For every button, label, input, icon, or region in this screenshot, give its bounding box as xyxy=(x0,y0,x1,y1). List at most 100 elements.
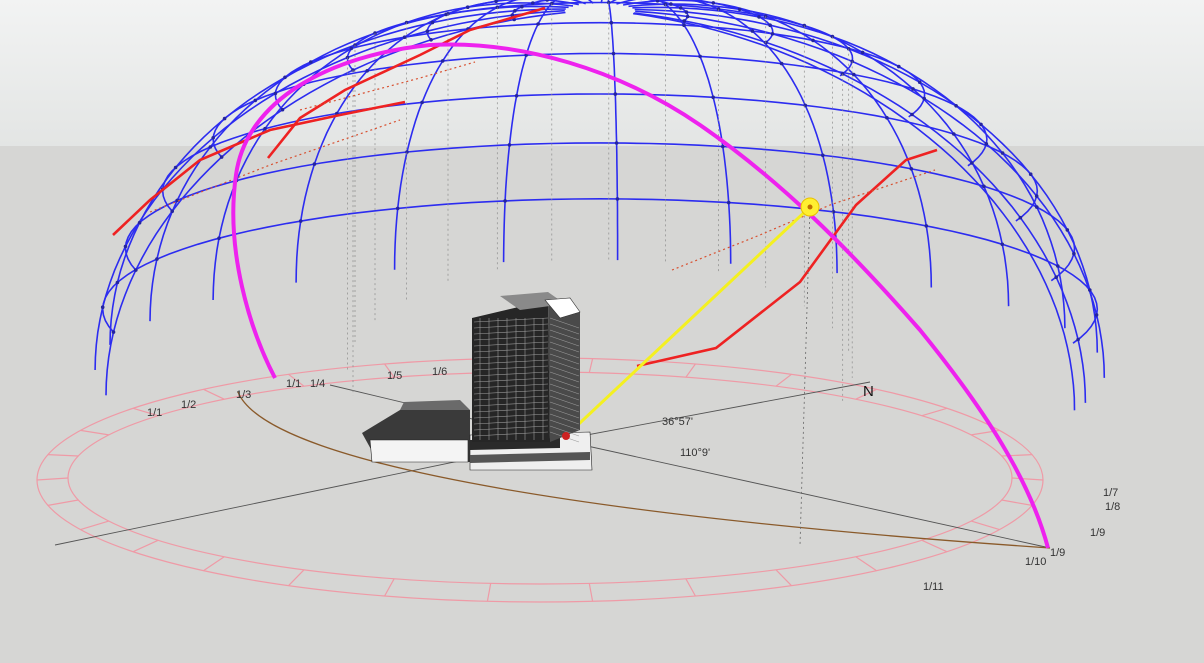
month-label-mar: 1/3 xyxy=(236,389,251,401)
dome-vertex xyxy=(982,184,986,189)
tower-floor xyxy=(549,347,580,359)
dome-vertex xyxy=(211,136,215,140)
dome-edge xyxy=(632,12,1076,411)
dome-vertex xyxy=(365,69,370,73)
month-label-oct: 1/10 xyxy=(1025,556,1046,568)
dome-meridian xyxy=(600,0,619,261)
ring-tick xyxy=(775,373,792,387)
dome-vertex xyxy=(507,143,512,147)
dome-vertex xyxy=(685,14,690,19)
dome-vertex xyxy=(405,150,409,154)
dome-vertex xyxy=(1000,242,1005,247)
month-label-may: 1/5 xyxy=(387,370,402,382)
dome-vertex xyxy=(821,153,825,158)
ring-tick xyxy=(855,388,877,400)
dome-ring xyxy=(161,93,1039,222)
hour-line-upper xyxy=(266,6,546,159)
dome-vertex xyxy=(684,10,689,14)
dome-vertex xyxy=(924,224,929,228)
dome-vertex xyxy=(115,280,120,285)
dome-vertex xyxy=(134,268,138,272)
tower-floor xyxy=(549,419,580,431)
ring-tick xyxy=(588,358,594,373)
tower-floor xyxy=(473,383,549,389)
dome-vertex xyxy=(402,35,407,39)
dome-vertex xyxy=(1065,228,1070,232)
ring-tick xyxy=(288,569,305,587)
tower-floor xyxy=(473,389,549,395)
tower-floor xyxy=(473,413,549,419)
sun-marker-icon xyxy=(800,197,820,217)
dome-vertex xyxy=(897,64,901,69)
dome-meridian xyxy=(295,0,579,283)
dome-vertex xyxy=(155,257,159,261)
dome-vertex xyxy=(885,116,889,120)
month-label-sep: 1/9 xyxy=(1090,527,1105,539)
tower-floor xyxy=(473,335,549,341)
month-label-jul: 1/7 xyxy=(1103,487,1118,499)
tower-floor xyxy=(549,407,580,419)
dome-vertex xyxy=(263,126,267,131)
tower-floor xyxy=(473,425,549,431)
dome-ring xyxy=(511,0,689,23)
dome-vertex xyxy=(430,20,435,25)
dome-vertex xyxy=(1000,151,1005,155)
tower-floor xyxy=(473,347,549,353)
dome-vertex xyxy=(531,1,535,5)
dome-vertex xyxy=(1072,251,1076,256)
tower-floor xyxy=(473,317,549,323)
tower-floor xyxy=(473,377,549,383)
dome-vertex xyxy=(954,104,958,108)
dome-meridian xyxy=(149,5,569,322)
dome-vertex xyxy=(170,209,174,213)
ring-tick xyxy=(132,407,159,417)
tower-floor xyxy=(549,317,580,329)
dome-vertex xyxy=(922,96,926,101)
ring-tick xyxy=(921,539,948,553)
hour-lines xyxy=(112,6,938,368)
ring-tick xyxy=(971,520,1000,531)
dome-meridian xyxy=(393,0,586,270)
ring-tick xyxy=(47,499,79,506)
tower-floor xyxy=(549,413,580,425)
tower-floor xyxy=(549,353,580,365)
tower-floor xyxy=(473,365,549,371)
ring-tick xyxy=(80,429,109,436)
dome-vertex xyxy=(123,244,128,249)
dome-vertex xyxy=(253,98,258,103)
dome-vertex xyxy=(711,95,715,100)
dome-vertex xyxy=(494,0,498,3)
tower-floor xyxy=(549,323,580,335)
ring-tick xyxy=(775,569,792,587)
dome-vertex xyxy=(852,72,856,77)
dome-meridian xyxy=(635,10,1106,378)
ring-tick xyxy=(486,583,492,602)
dome-vertex xyxy=(721,144,725,149)
dome-vertex xyxy=(545,0,549,2)
sun-path-arc xyxy=(231,42,1050,549)
ring-tick xyxy=(685,578,696,597)
tower-floor xyxy=(549,365,580,377)
ring-tick xyxy=(132,539,159,553)
dome-vertex xyxy=(770,32,775,36)
dome-ring xyxy=(212,52,988,167)
dome-vertex xyxy=(349,46,354,51)
dome-vertex xyxy=(910,112,914,117)
tower-floor xyxy=(473,419,549,425)
dome-vertex xyxy=(283,75,287,80)
dome-vertex xyxy=(1056,264,1060,268)
sun-ray xyxy=(564,205,812,438)
ring-tick xyxy=(384,363,395,378)
dome-vertex xyxy=(219,155,224,159)
tower-floor xyxy=(549,401,580,413)
dome-meridian xyxy=(608,0,732,264)
dome-vertex xyxy=(917,80,922,84)
dome-vertex xyxy=(420,100,424,105)
tower-floor xyxy=(473,371,549,377)
ring-tick xyxy=(855,556,877,572)
dome-vertex xyxy=(682,19,687,23)
dome-vertex xyxy=(440,59,445,63)
north-label: N xyxy=(863,383,874,400)
